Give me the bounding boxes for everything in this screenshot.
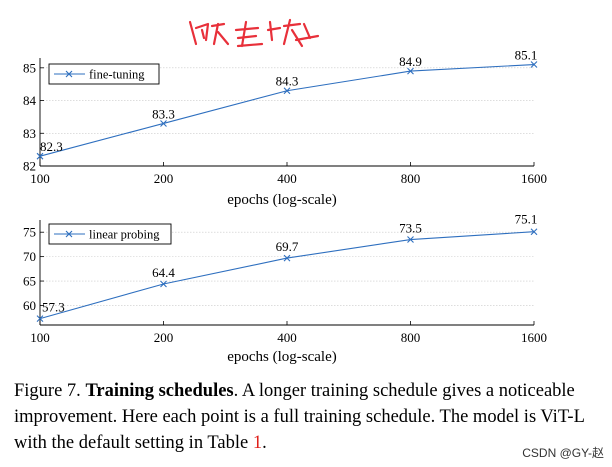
figure-caption: Figure 7. Training schedules. A longer t… [14,378,604,456]
x-axis-label: epochs (log-scale) [227,192,337,208]
x-tick-label: 400 [277,330,297,345]
y-tick-label: 65 [23,274,36,289]
data-label: 69.7 [276,239,299,254]
legend-label: linear probing [89,228,160,242]
y-tick-label: 83 [23,126,36,141]
data-point-marker [530,228,538,236]
x-tick-label: 1600 [521,330,547,345]
fine-tuning-chart: 82 83 84 85 100 200 400 800 1600 epochs (log-scal… [23,48,547,208]
data-label: 85.1 [515,48,538,63]
data-point-marker [283,87,291,95]
x-tick-label: 200 [154,171,174,186]
x-tick-label: 800 [401,171,421,186]
y-tick-label: 60 [23,298,36,313]
caption-bold-title: Training schedules [85,381,234,401]
legend-box [48,223,172,245]
y-tick-label: 82 [23,159,36,174]
legend-box [48,63,160,85]
x-tick-label: 200 [154,330,174,345]
caption-text: . A longer training schedule gives a not… [14,381,585,453]
data-point-marker [407,236,414,243]
data-point-marker [407,67,414,75]
data-point-marker [283,254,291,262]
data-point-marker [36,315,44,323]
x-tick-label: 400 [277,171,297,186]
caption-end: . [262,433,267,453]
data-point-marker [160,120,167,127]
data-label: 83.3 [152,106,175,121]
x-tick-label: 100 [30,330,50,345]
linear-probing-chart: 60 65 70 75 100 200 400 800 1600 epochs (log-scal… [23,212,547,365]
watermark: CSDN @GY-赵 [522,446,604,460]
y-tick-label: 70 [23,249,36,264]
legend-marker [65,230,73,238]
data-point-marker [530,61,538,68]
table-reference-link[interactable]: 1 [252,433,263,453]
data-label: 84.9 [399,54,422,69]
data-label: 57.3 [42,300,65,315]
caption-prefix: Figure 7. [14,381,81,401]
data-label: 75.1 [515,212,538,227]
x-tick-label: 800 [401,330,421,345]
data-label: 64.4 [152,265,175,280]
y-tick-label: 84 [23,93,37,108]
data-label: 84.3 [276,74,299,89]
legend-marker [65,70,73,78]
data-label: 73.5 [399,221,422,236]
y-tick-label: 85 [23,60,36,75]
x-tick-label: 100 [30,171,50,186]
handwritten-annotation [188,18,320,48]
x-axis-label: epochs (log-scale) [227,349,337,365]
data-point-marker [160,280,167,288]
data-point-marker [36,152,44,160]
x-tick-label: 1600 [521,171,547,186]
y-tick-label: 75 [23,225,36,240]
data-label: 82.3 [40,139,63,154]
figure: 82 83 84 85 100 200 400 800 1600 epochs (log-scal… [23,18,547,365]
legend-label: fine-tuning [89,68,145,82]
